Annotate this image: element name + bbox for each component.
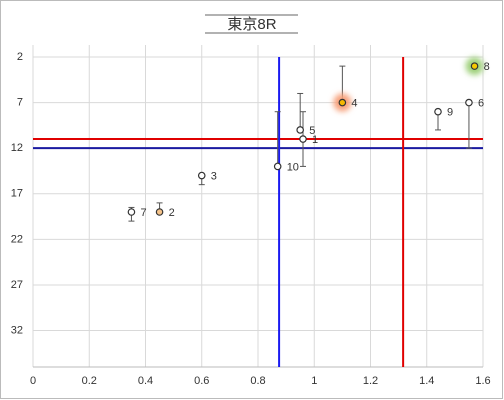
x-tick-label: 1.2 (363, 375, 378, 387)
x-tick-label: 0.4 (138, 375, 153, 387)
point-label: 10 (287, 161, 299, 173)
point-label: 4 (351, 97, 357, 109)
point-label: 8 (484, 61, 490, 73)
point (273, 162, 282, 171)
x-tick-label: 1 (311, 375, 317, 387)
x-tick-label: 0 (30, 375, 36, 387)
x-tick-label: 0.8 (250, 375, 265, 387)
x-tick-label: 0.6 (194, 375, 209, 387)
point (155, 208, 164, 216)
point (299, 135, 307, 143)
point (338, 98, 347, 107)
point-label: 6 (478, 97, 484, 109)
y-tick-label: 32 (11, 324, 23, 336)
point-label: 9 (447, 107, 453, 119)
y-tick-label: 22 (11, 233, 23, 245)
x-tick-label: 1.6 (475, 375, 490, 387)
point-label: 5 (309, 125, 315, 137)
point (127, 208, 136, 216)
point-label: 7 (140, 207, 146, 219)
point-label: 3 (211, 170, 217, 182)
y-tick-label: 7 (17, 96, 23, 108)
y-tick-label: 27 (11, 279, 23, 291)
point (296, 126, 304, 134)
point (434, 107, 442, 116)
y-tick-label: 12 (11, 142, 23, 154)
y-tick-label: 2 (17, 51, 23, 63)
point (465, 98, 473, 107)
point (470, 62, 479, 70)
point (197, 171, 206, 180)
point-label: 2 (169, 207, 175, 219)
point-label: 1 (312, 134, 318, 146)
x-tick-label: 1.4 (419, 375, 434, 387)
x-tick-label: 0.2 (82, 375, 97, 387)
chart-title: 東京8R (227, 16, 276, 33)
y-tick-label: 17 (11, 188, 23, 200)
